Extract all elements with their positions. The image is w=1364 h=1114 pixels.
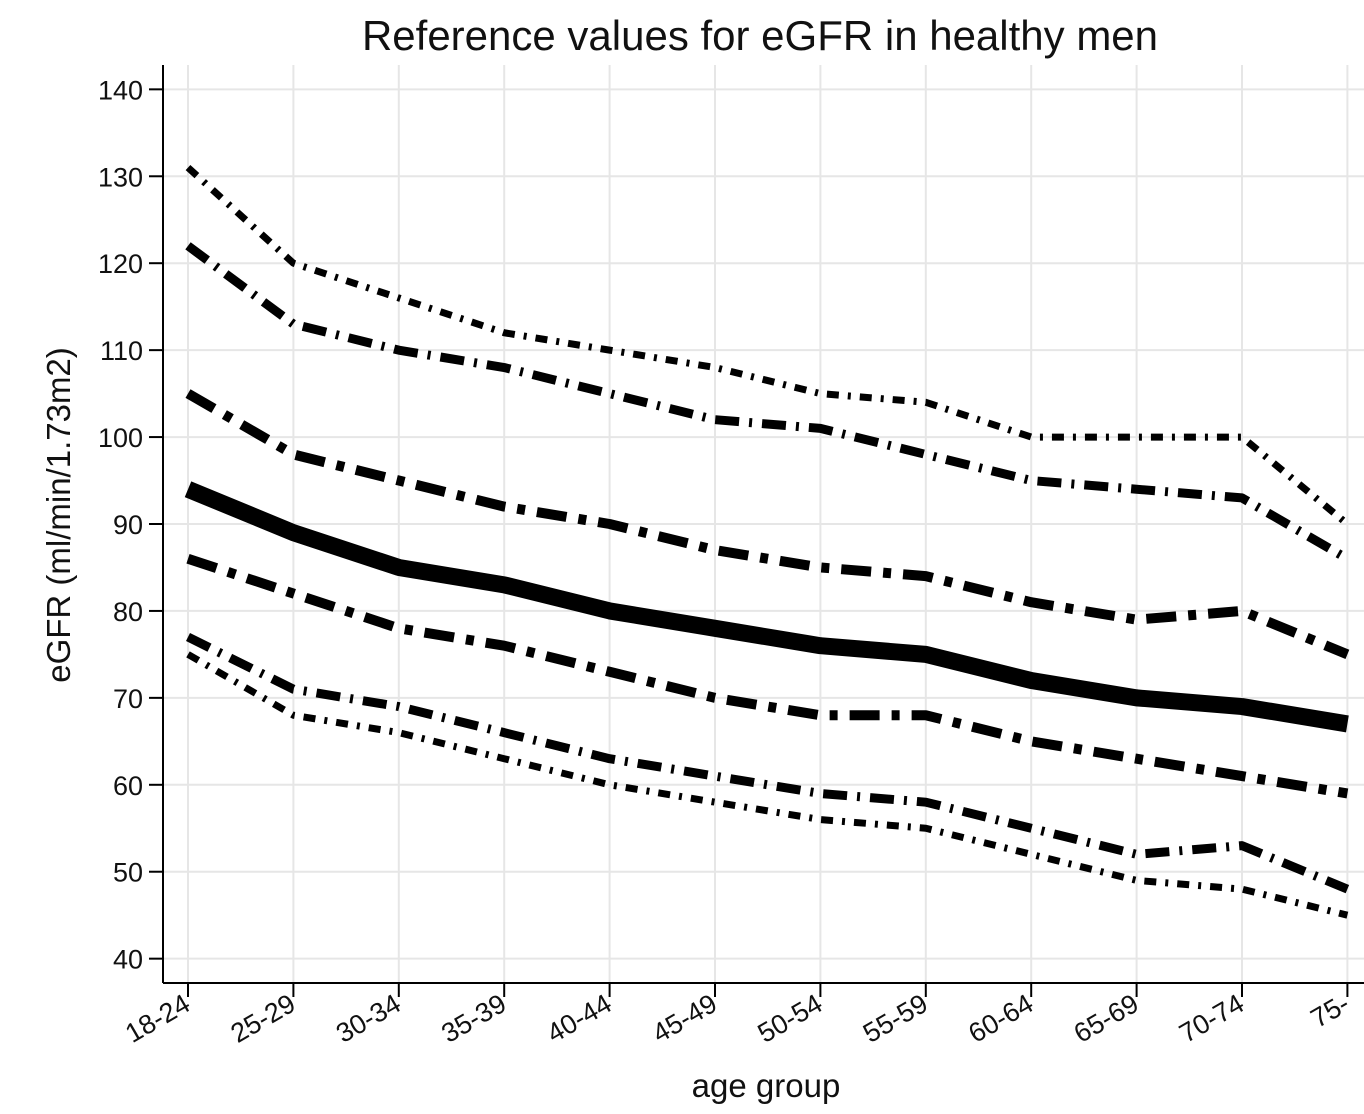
x-tick-label: 45-49	[647, 988, 722, 1049]
y-tick-label: 40	[113, 945, 143, 975]
y-tick-label: 90	[113, 510, 143, 540]
x-tick-label: 35-39	[436, 988, 511, 1049]
y-tick-label: 120	[98, 249, 143, 279]
series-line	[186, 632, 1350, 894]
y-tick-label: 70	[113, 684, 143, 714]
y-tick-label: 100	[98, 423, 143, 453]
x-axis-label: age group	[692, 1067, 841, 1104]
x-tick-label: 50-54	[753, 988, 828, 1049]
series-line	[186, 651, 1349, 919]
x-tick-label: 55-59	[858, 988, 933, 1049]
y-axis-label: eGFR (ml/min/1.73m2)	[40, 347, 77, 683]
x-tick-label: 25-29	[226, 988, 301, 1049]
x-tick-label: 60-64	[963, 988, 1038, 1049]
y-tick-label: 60	[113, 771, 143, 801]
x-tick-label: 18-24	[120, 988, 195, 1049]
x-tick-label: 30-34	[331, 988, 406, 1049]
series-line	[184, 481, 1349, 733]
series-line	[185, 164, 1350, 527]
x-tick-label: 65-69	[1069, 988, 1144, 1049]
y-tick-label: 140	[98, 75, 143, 105]
x-tick-label: 40-44	[542, 988, 617, 1049]
chart-title: Reference values for eGFR in healthy men	[362, 12, 1158, 59]
series-line	[186, 554, 1349, 799]
y-tick-label: 130	[98, 162, 143, 192]
y-tick-label: 110	[100, 336, 143, 366]
y-tick-label: 80	[113, 597, 143, 627]
series-line	[185, 242, 1350, 563]
x-tick-label: 70-74	[1174, 988, 1249, 1049]
y-tick-label: 50	[113, 858, 143, 888]
series-line	[185, 389, 1350, 660]
